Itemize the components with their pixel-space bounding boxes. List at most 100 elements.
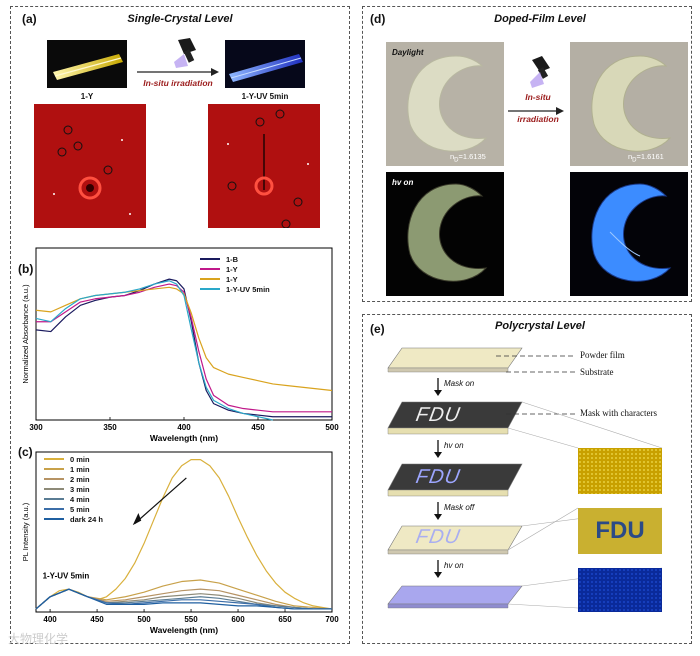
step-mask-off: Mask off [444,503,475,512]
chart-c-decay-arrowhead [132,512,142,526]
panel-e [362,314,692,644]
diffraction-pattern-left [34,104,146,228]
legend-b-label-4: 1-Y-UV 5min [226,284,270,294]
film-photo-daylight-left [386,42,504,166]
chartC-xlabel: Wavelength (nm) [150,625,218,635]
n-right-val: =1.6161 [636,152,664,161]
chart-b-absorbance: 300 350 400 450 500 Wavelength (nm) Normalized… [21,247,339,443]
legend-b-item-4: 1-Y-UV 5min [200,284,270,294]
irradiation-label-a: In-situ irradiation [143,78,213,88]
legend-b-item-3: 1-Y [200,274,270,284]
chartB-series-3 [35,280,273,421]
chart-c-decay-arrow [134,477,187,525]
chart-b-legend: 1-B 1-Y 1-Y 1-Y-UV 5min [200,254,270,294]
chartB-ylabel: Normalized Absorbance (a.u.) [21,284,30,384]
refractive-index-left: nD=1.6135 [450,152,486,164]
step-hv-on-1: hv on [444,441,464,450]
daylight-label: Daylight [392,48,424,57]
polycrystal-schematic [387,347,663,609]
chartB-xtick-label-3: 450 [251,423,265,432]
chartC-series-2 [35,588,332,610]
irradiation-label-d-1: In-situ [525,92,551,102]
panel-e-label: (e) [370,322,385,336]
chartC-frame [35,451,333,613]
fdu-text-mask: FDU [414,404,463,426]
powder-photo-fdu: FDU [578,508,662,554]
chartB-series-0 [35,278,332,418]
panel-d [362,6,692,302]
n-right-sub: D [632,157,637,164]
legend-c-label-6: 5 min [70,504,90,514]
fdu-text-maskoff: FDU [414,526,463,548]
panel-a-label: (a) [22,12,37,26]
flashlight-icon-d [528,56,554,95]
powder-photo-blue [578,568,662,612]
film-photo-hv-left [386,172,504,296]
powder-film-layer [387,347,523,373]
hv-on-label: hv on [392,178,414,187]
panel-d-label: (d) [370,12,386,26]
panel-e-title: Polycrystal Level [495,320,585,332]
panel-c-label: (c) [18,445,33,459]
n-left-sub: D [454,157,459,164]
legend-b-item-2: 1-Y [200,264,270,274]
chartC-xtick-label-3: 550 [184,615,198,624]
chartC-xtick-label-5: 650 [278,615,292,624]
film-photo-daylight-right [570,42,688,166]
hv-on-layer [387,463,523,497]
watermark: 大物理化学 [8,632,69,646]
n-right: n [628,152,633,161]
irradiation-label-d-2: irradiation [517,114,559,124]
chartC-xtick-label-1: 450 [90,615,104,624]
chartC-xtick-label-2: 500 [137,615,151,624]
legend-b-item-1: 1-B [200,254,270,264]
chart-c-pl: 400 450 500 550 600 650 700 Wavelength (nm) PL I… [21,451,339,635]
step-mask-on: Mask on [444,379,475,388]
chartB-xtick-label-4: 500 [325,423,339,432]
panel-d-title: Doped-Film Level [494,13,586,25]
chartC-xtick-label-0: 400 [43,615,57,624]
n-left: n [450,152,455,161]
chartC-series-6 [35,588,332,610]
legend-c-label-4: 3 min [70,484,90,494]
mask-off-layer [387,525,523,555]
step-hv-on-2: hv on [444,561,464,570]
label-substrate: Substrate [580,367,614,377]
refractive-index-right: nD=1.6161 [628,152,664,164]
irradiation-arrow [137,64,219,82]
crystal-caption-left: 1-Y [80,92,94,101]
chartC-ylabel: PL Intensity (a.u.) [21,502,30,561]
irradiation-arrow-d [508,103,564,121]
chartB-series-1 [36,283,332,413]
panel-b-label: (b) [18,262,34,276]
chart-c-legend: 0 min 1 min 2 min 3 min 4 min 5 min dark… [44,454,103,524]
chartB-series-2 [35,286,333,392]
chartB-xlabel: Wavelength (nm) [150,433,218,443]
chartC-xtick-label-6: 700 [325,615,339,624]
legend-c-label-7: dark 24 h [70,514,103,524]
powder-photo-yellow [578,448,662,494]
diffraction-pattern-right [208,104,320,229]
final-blue-layer [387,585,523,609]
chartB-xtick-label-2: 400 [177,423,191,432]
mask-layer [387,401,523,435]
powder-fdu-text: FDU [595,517,645,544]
legend-b-label-3: 1-Y [226,274,238,284]
panel-abc [10,6,350,644]
legend-c-label-5: 4 min [70,494,90,504]
legend-c-label-2: 1 min [70,464,90,474]
label-powder-film: Powder film [580,350,625,360]
crystal-photo-uv [225,40,305,88]
chartB-xtick-label-0: 300 [29,423,43,432]
legend-b-label-2: 1-Y [226,264,238,274]
legend-b-label-1: 1-B [226,254,239,264]
legend-c-label-3: 2 min [70,474,90,484]
n-left-val: =1.6135 [458,152,486,161]
chartC-xtick-label-4: 600 [231,615,245,624]
panel-a-title: Single-Crystal Level [127,13,233,25]
chart-c-annotation-1yuv: 1-Y-UV 5min [43,571,90,580]
film-photo-hv-right [570,172,688,296]
chartB-xtick-label-1: 350 [103,423,117,432]
crystal-photo-yellow [47,40,127,88]
legend-c-label-1: 0 min [70,454,90,464]
